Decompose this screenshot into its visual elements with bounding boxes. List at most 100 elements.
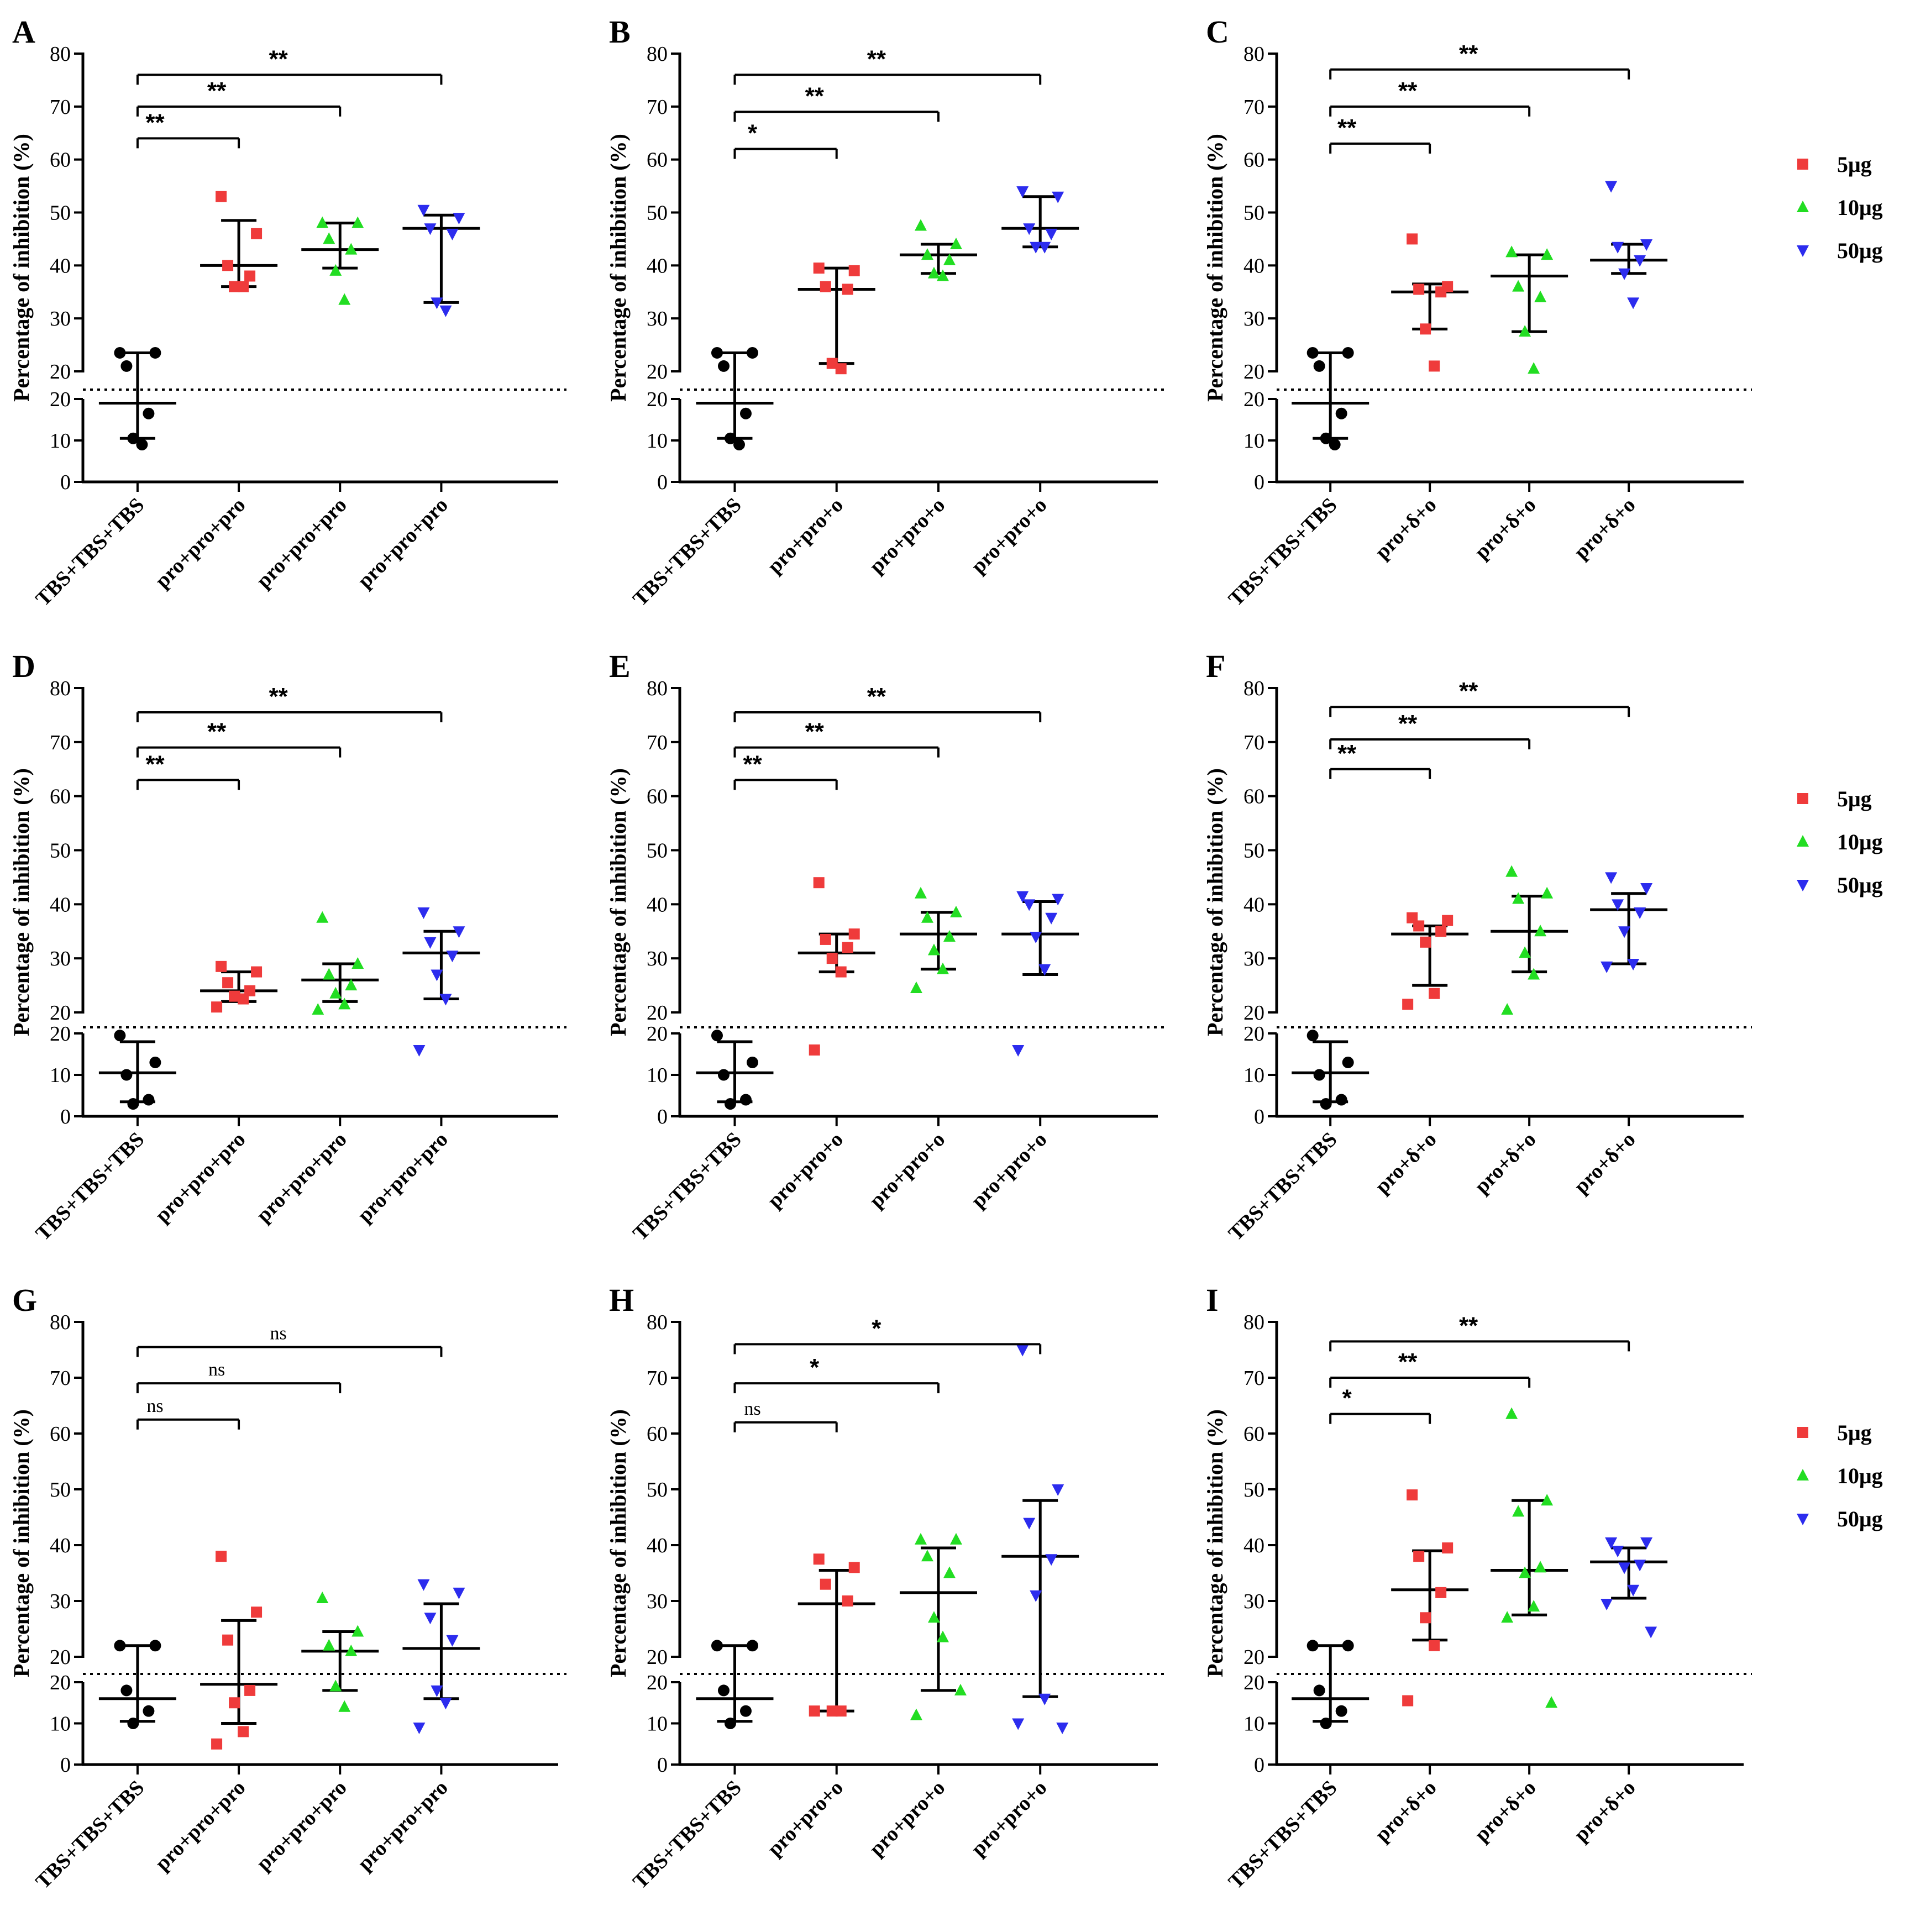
- data-point: [216, 191, 227, 202]
- data-point: [216, 1551, 227, 1562]
- y-axis-label: Percentage of inhibition (%): [1203, 1409, 1227, 1677]
- data-point: [1342, 347, 1354, 359]
- data-point: [1601, 961, 1613, 973]
- data-group-dose: [797, 1553, 875, 1717]
- significance-label: **: [1398, 1348, 1418, 1376]
- panel-letter: C: [1206, 14, 1229, 50]
- y-axis-label: Percentage of inhibition (%): [606, 1409, 631, 1677]
- significance-label: **: [1337, 740, 1357, 767]
- x-tick-label: pro+pro+o: [865, 1128, 949, 1212]
- y-tick-label: 70: [1243, 1367, 1264, 1390]
- data-point: [826, 358, 838, 369]
- y-tick-label: 0: [60, 471, 71, 494]
- x-tick-label: pro+pro+o: [865, 1776, 949, 1861]
- y-tick-label: 60: [50, 1422, 71, 1446]
- y-tick-label: 50: [1243, 839, 1264, 863]
- significance-label: **: [145, 750, 165, 778]
- data-point: [820, 281, 831, 292]
- data-point: [1512, 1505, 1525, 1517]
- data-point: [936, 962, 949, 974]
- significance-bracket: **: [733, 683, 1042, 723]
- legend-label: 5μg: [1837, 152, 1872, 177]
- y-tick-label: 60: [50, 785, 71, 809]
- data-point: [921, 911, 933, 923]
- data-point: [1413, 920, 1425, 932]
- data-group-dose: [1001, 891, 1079, 1057]
- data-point: [1435, 286, 1447, 298]
- data-point: [1512, 280, 1525, 292]
- y-tick-label: 20: [1243, 1671, 1264, 1694]
- panel-letter: H: [609, 1282, 634, 1318]
- data-group-dose: [899, 1532, 977, 1720]
- data-point: [417, 204, 430, 217]
- data-point: [717, 360, 730, 372]
- data-point: [316, 911, 329, 923]
- data-point: [746, 347, 758, 359]
- data-point: [251, 1607, 263, 1618]
- y-tick-label: 30: [647, 947, 668, 970]
- data-group-dose: [797, 262, 875, 375]
- data-point: [1420, 323, 1431, 335]
- data-point: [1528, 968, 1540, 980]
- significance-label: **: [805, 82, 825, 109]
- data-point: [222, 977, 234, 989]
- y-tick-label: 50: [647, 202, 668, 225]
- data-point: [323, 1639, 335, 1651]
- y-tick-label: 30: [1243, 307, 1264, 330]
- data-point: [1016, 891, 1029, 903]
- data-group-dose: [402, 204, 480, 317]
- y-tick-label: 30: [50, 947, 71, 970]
- data-point: [1519, 1566, 1531, 1578]
- data-point: [1056, 1722, 1069, 1734]
- data-point: [323, 232, 335, 244]
- data-point: [1512, 892, 1525, 904]
- data-point: [446, 1635, 459, 1647]
- data-group-dose: [1391, 233, 1469, 372]
- data-point: [1612, 899, 1624, 911]
- significance-bracket: **: [733, 718, 940, 758]
- data-point: [1306, 1030, 1319, 1042]
- y-tick-label: 40: [1243, 893, 1264, 916]
- x-tick-label: pro+pro+pro: [151, 1776, 250, 1876]
- data-point: [149, 1640, 161, 1652]
- legend: 5μg 10μg 50μg: [1797, 152, 1883, 263]
- legend: 5μg 10μg 50μg: [1797, 1420, 1883, 1531]
- data-group-dose: [1590, 872, 1668, 973]
- legend-label: 5μg: [1837, 1420, 1872, 1445]
- y-tick-label: 60: [1243, 785, 1264, 809]
- data-point: [413, 1045, 426, 1057]
- significance-label: **: [145, 109, 165, 136]
- data-point: [943, 1566, 956, 1578]
- x-tick-label: TBS+TBS+TBS: [32, 494, 149, 611]
- data-group-dose: [301, 1591, 379, 1712]
- y-tick-label: 0: [60, 1754, 71, 1777]
- data-point: [446, 951, 459, 963]
- significance-bracket: **: [136, 750, 240, 790]
- y-tick-label: 80: [1243, 1311, 1264, 1334]
- data-group-dose: [1391, 1489, 1469, 1707]
- significance-bracket: **: [1329, 740, 1431, 779]
- data-point: [120, 1684, 133, 1697]
- data-point: [351, 1625, 364, 1637]
- data-point: [345, 1644, 358, 1656]
- legend-label: 50μg: [1837, 873, 1883, 897]
- data-point: [229, 990, 240, 1002]
- y-tick-label: 20: [1243, 360, 1264, 384]
- data-point: [1605, 181, 1618, 193]
- data-point: [1601, 1599, 1613, 1611]
- y-tick-label: 10: [50, 1713, 71, 1736]
- data-group-dose: [402, 907, 480, 1057]
- y-axis-label: Percentage of inhibition (%): [9, 768, 34, 1036]
- significance-label: **: [269, 45, 288, 72]
- significance-bracket: **: [136, 45, 443, 85]
- y-tick-label: 40: [50, 1534, 71, 1557]
- x-tick-label: TBS+TBS+TBS: [32, 1776, 149, 1894]
- significance-label: **: [743, 750, 762, 778]
- data-point: [453, 1587, 465, 1599]
- y-tick-label: 0: [60, 1105, 71, 1128]
- data-point: [1612, 242, 1624, 254]
- data-point: [211, 1001, 223, 1013]
- chart-panel-d: D Percentage of inhibition (%) 20 30 40 50 60 7…: [9, 648, 566, 1245]
- data-point: [813, 1553, 825, 1565]
